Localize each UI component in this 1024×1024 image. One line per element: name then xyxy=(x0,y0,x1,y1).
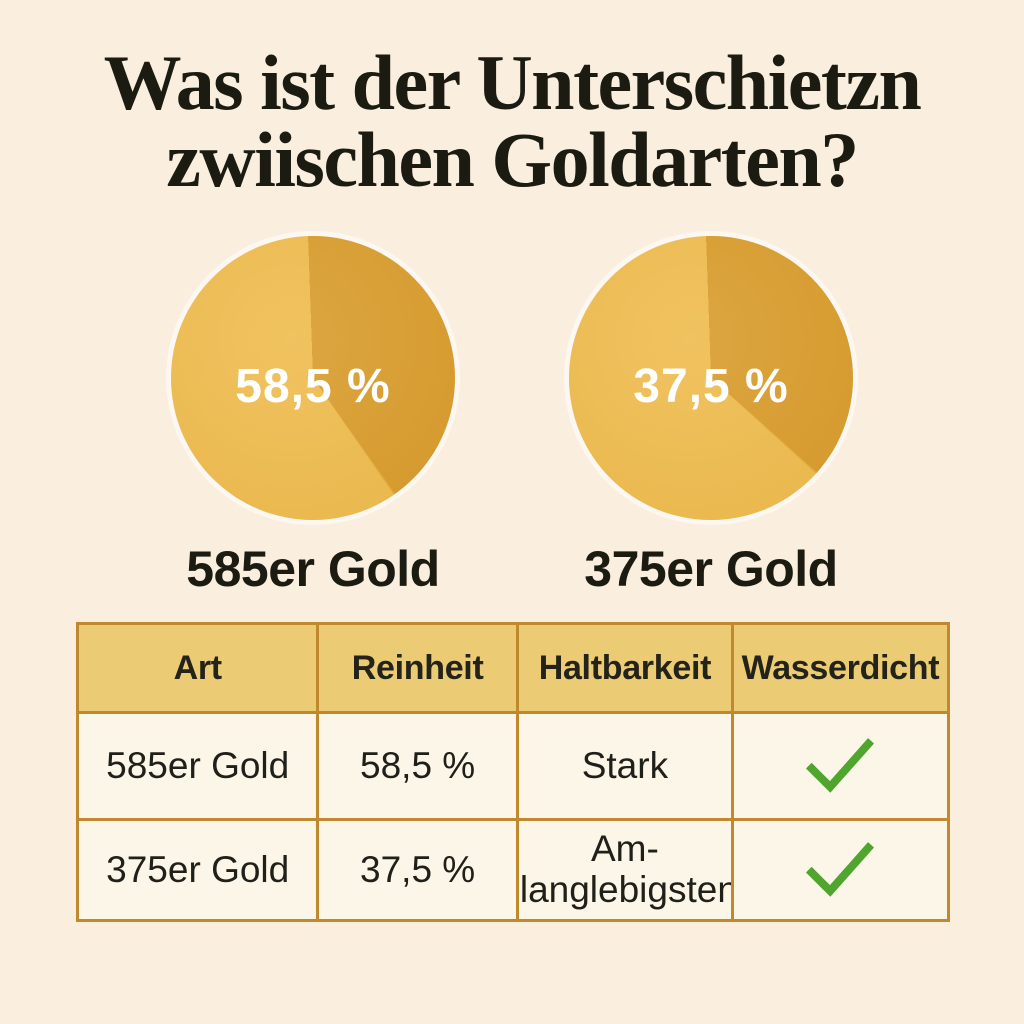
gold-comparison-table: Art Reinheit Haltbarkeit Wasserdicht 585… xyxy=(75,622,951,922)
cell-haltbarkeit-585: Stark xyxy=(515,711,734,821)
pie-chart-375er-gold: 37,5 % xyxy=(569,236,853,520)
check-icon xyxy=(806,738,875,793)
table-header-reinheit: Reinheit xyxy=(316,622,519,714)
table-header-art: Art xyxy=(75,622,320,714)
pie-caption-585er-gold: 585er Gold xyxy=(186,541,440,597)
pie-caption-375er-gold: 375er Gold xyxy=(584,541,838,597)
pie-375-value-label: 37,5 % xyxy=(633,359,789,413)
table-header-haltbarkeit: Haltbarkeit xyxy=(515,622,734,714)
cell-haltbarkeit-375: Am- langlebigsten xyxy=(515,818,734,922)
table-row-585er-gold: 585er Gold 58,5 % Stark xyxy=(75,711,951,821)
pie-585-value-label: 58,5 % xyxy=(235,359,391,413)
cell-art-375: 375er Gold xyxy=(75,818,320,922)
page-title: Was ist der Unterschietzn zwiischen Gold… xyxy=(0,39,1024,203)
title-line-1: Was ist der Unterschietzn xyxy=(103,39,922,126)
cell-wasserdicht-375 xyxy=(730,818,951,922)
check-icon xyxy=(806,842,875,897)
cell-reinheit-585: 58,5 % xyxy=(316,711,519,821)
cell-reinheit-375: 37,5 % xyxy=(316,818,519,922)
table-header-wasserdicht: Wasserdicht xyxy=(730,622,951,714)
cell-wasserdicht-585 xyxy=(730,711,951,821)
table-header-row: Art Reinheit Haltbarkeit Wasserdicht xyxy=(75,622,951,714)
cell-art-585: 585er Gold xyxy=(75,711,320,821)
table-row-375er-gold: 375er Gold 37,5 % Am- langlebigsten xyxy=(75,818,951,922)
pie-chart-585er-gold: 58,5 % xyxy=(171,236,455,520)
title-line-2: zwiischen Goldarten? xyxy=(166,116,859,203)
